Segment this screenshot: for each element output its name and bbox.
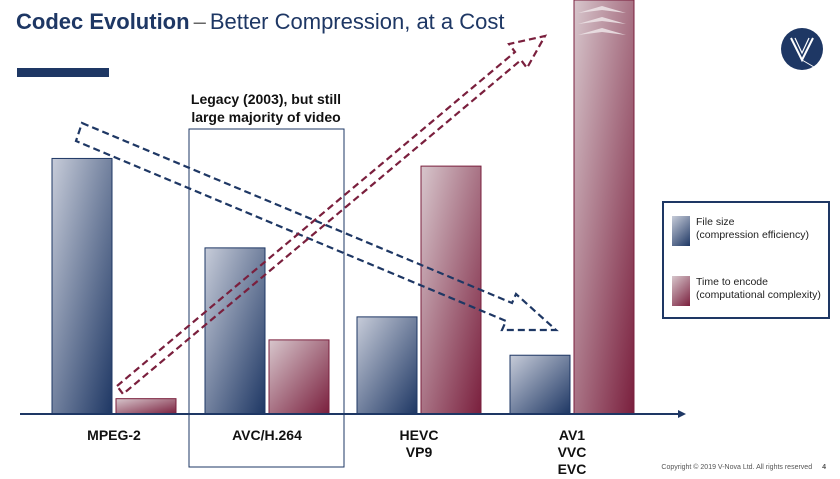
bar-encode-time-3 — [573, 0, 635, 415]
bar-file-size-2 — [356, 316, 418, 415]
copyright-text: Copyright © 2019 V-Nova Ltd. All rights … — [661, 464, 813, 471]
page-title: Codec Evolution – Better Compression, at a… — [16, 9, 505, 35]
legend-time-line-1: Time to encode — [696, 276, 768, 288]
title-underline-bar — [17, 68, 109, 77]
legend-time-line-2: (computational complexity) — [696, 289, 821, 301]
page-number: 4 — [822, 464, 826, 471]
title-main: Codec Evolution — [16, 9, 190, 34]
trend-arrow-file-size — [74, 121, 559, 332]
footer: Copyright © 2019 V-Nova Ltd. All rights … — [661, 464, 826, 471]
chevron-decoration-icon — [578, 6, 626, 35]
category-label-1-0: AVC/H.264 — [232, 427, 302, 443]
bar-file-size-3 — [509, 354, 571, 415]
legend-swatch-file-size — [672, 216, 690, 246]
legend-file-size-line-2: (compression efficiency) — [696, 229, 810, 241]
title-separator: – — [193, 9, 206, 34]
chart-legend: File size (compression efficiency) Time … — [662, 201, 830, 319]
category-label-3-1: VVC — [558, 444, 587, 460]
category-label-2-0: HEVC — [400, 427, 439, 443]
legend-file-size-line-1: File size — [696, 216, 735, 228]
bar-encode-time-1 — [268, 339, 330, 415]
bar-file-size-0 — [51, 157, 113, 415]
legend-item-encode-time: Time to encode (computational complexity… — [672, 276, 821, 306]
annotation-line-2: large majority of video — [191, 109, 340, 125]
legend-item-file-size: File size (compression efficiency) — [672, 216, 809, 246]
legend-swatch-encode-time — [672, 276, 690, 306]
title-subtitle: Better Compression, at a Cost — [209, 9, 505, 34]
category-label-2-1: VP9 — [406, 444, 433, 460]
category-label-0-0: MPEG-2 — [87, 427, 141, 443]
bar-file-size-1 — [204, 247, 266, 415]
bar-encode-time-0 — [115, 398, 177, 415]
category-label-3-2: EVC — [558, 461, 587, 477]
trend-arrow-encode-time — [115, 34, 548, 396]
bars-group — [51, 0, 635, 415]
category-label-3-0: AV1 — [559, 427, 585, 443]
legacy-highlight-frame — [188, 128, 345, 468]
v-nova-logo-icon — [781, 28, 823, 70]
annotation-line-1: Legacy (2003), but still — [191, 91, 341, 107]
